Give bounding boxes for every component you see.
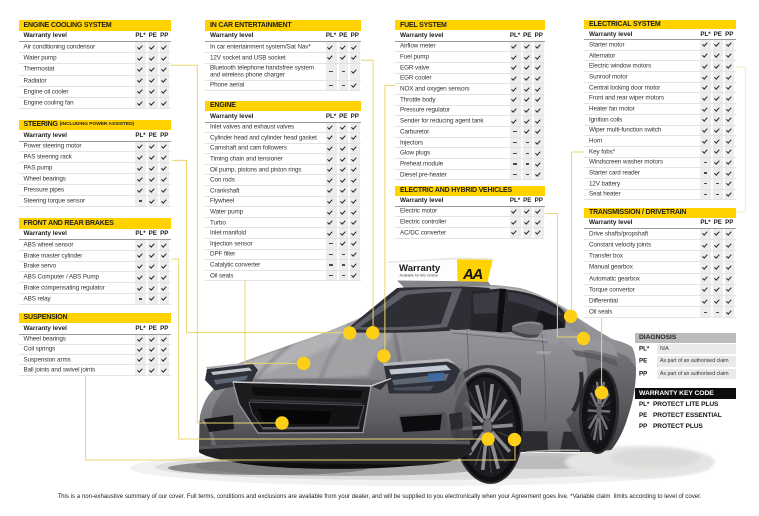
svg-text:Warranty: Warranty bbox=[399, 263, 441, 274]
svg-text:Available for this vehicle: Available for this vehicle bbox=[400, 274, 439, 278]
svg-text:AA: AA bbox=[462, 266, 483, 283]
